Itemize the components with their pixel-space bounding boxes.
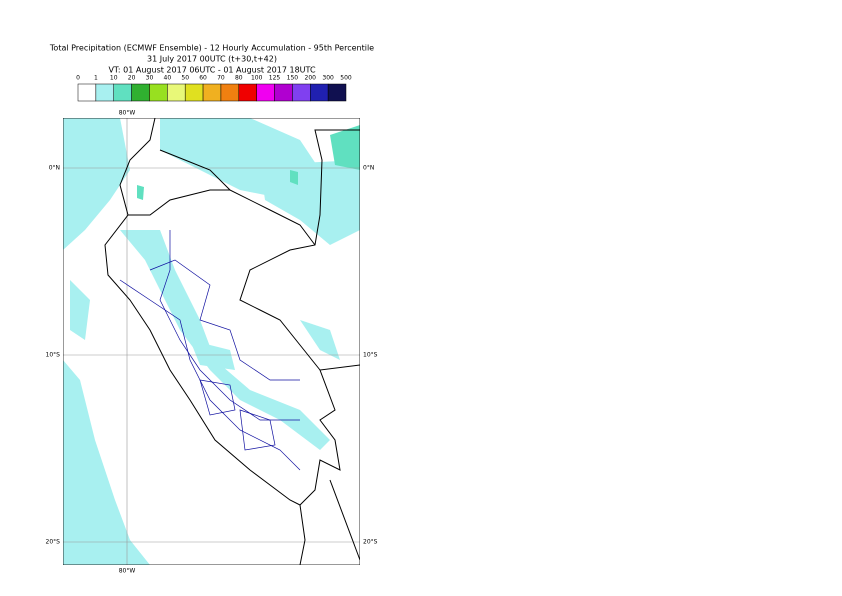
- lat-label: 0°N: [49, 165, 60, 172]
- run-info: 31 July 2017 00UTC (t+30,t+42): [147, 55, 277, 64]
- lat-label: 0°N: [363, 165, 374, 172]
- legend-swatch: [274, 83, 293, 102]
- legend-level: 0: [76, 75, 80, 82]
- legend-level: 30: [146, 75, 154, 82]
- map-area: [63, 118, 360, 565]
- legend-swatch: [149, 83, 168, 102]
- legend-swatch: [238, 83, 257, 102]
- legend-level: 1: [94, 75, 98, 82]
- legend-swatch: [184, 83, 204, 102]
- legend-level: 500: [340, 75, 352, 82]
- legend-swatch: [310, 83, 329, 102]
- precip-moderate: [137, 125, 360, 200]
- legend-swatch: [77, 83, 97, 102]
- legend-swatch: [202, 83, 222, 102]
- lat-label: 10°S: [46, 352, 61, 359]
- legend-swatch: [220, 83, 240, 102]
- legend-level: 40: [164, 75, 172, 82]
- department-lines: [119, 230, 301, 471]
- legend-swatch: [292, 83, 311, 102]
- legend-level: 300: [322, 75, 334, 82]
- legend-level: 50: [181, 75, 189, 82]
- legend: 0 1 10 20 30 40 50 60 70 80 100 125 150 200 300 500: [76, 75, 352, 102]
- legend-swatch: [95, 83, 114, 102]
- legend-swatch: [131, 83, 150, 102]
- lat-label: 10°S: [363, 352, 378, 359]
- legend-level: 150: [287, 75, 299, 82]
- legend-level: 60: [199, 75, 207, 82]
- lat-label: 20°S: [363, 539, 378, 546]
- graticule: [63, 118, 360, 565]
- valid-time: VT: 01 August 2017 06UTC - 01 August 201…: [108, 66, 316, 75]
- legend-swatch: [256, 83, 275, 102]
- legend-swatch: [167, 83, 186, 102]
- title: Total Precipitation (ECMWF Ensemble) - 1…: [49, 44, 374, 53]
- lat-label: 20°S: [46, 539, 61, 546]
- borders: [104, 118, 360, 565]
- legend-level: 70: [217, 75, 225, 82]
- legend-level: 125: [269, 75, 281, 82]
- lon-label: 80°W: [119, 568, 136, 575]
- legend-level: 20: [128, 75, 136, 82]
- legend-swatch: [327, 83, 347, 102]
- legend-level: 200: [305, 75, 317, 82]
- legend-swatch: [113, 83, 132, 102]
- lon-label: 80°W: [119, 110, 136, 117]
- legend-level: 100: [251, 75, 263, 82]
- legend-level: 10: [110, 75, 118, 82]
- legend-level: 80: [235, 75, 243, 82]
